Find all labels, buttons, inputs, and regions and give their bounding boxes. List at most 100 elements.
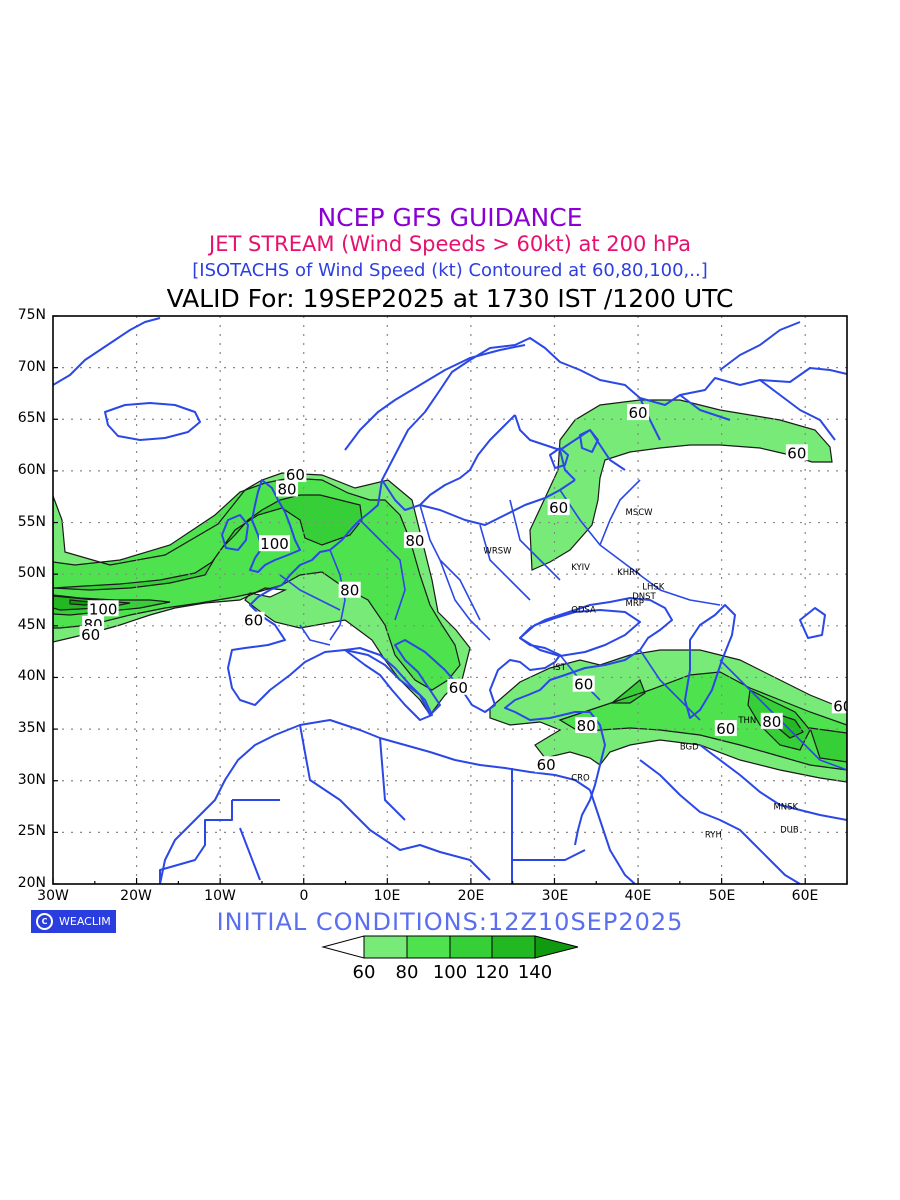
lat-label: 25N: [17, 823, 46, 839]
contour-label: 60: [629, 404, 648, 422]
initial-conditions: INITIAL CONDITIONS:12Z10SEP2025: [216, 908, 684, 936]
lake-aral: [799, 607, 826, 639]
city-label: KHRK: [617, 568, 641, 578]
title-line3: [ISOTACHS of Wind Speed (kt) Contoured a…: [192, 260, 708, 281]
title-line2: JET STREAM (Wind Speeds > 60kt) at 200 h…: [209, 232, 691, 256]
lon-label: 30W: [37, 888, 69, 904]
contour-label-bg: [760, 712, 783, 729]
colorbar-tick: 80: [395, 962, 419, 983]
lon-label: 50E: [708, 888, 736, 904]
contour-label: 80: [762, 713, 781, 731]
lon-label: 20W: [120, 888, 152, 904]
lat-label: 75N: [17, 307, 46, 323]
lat-label: 40N: [17, 668, 46, 684]
contour-label-bg: [338, 581, 361, 598]
coast-russia: [559, 379, 836, 481]
contour-label: 60: [549, 499, 568, 517]
contour-line: [53, 477, 461, 691]
contour-label-bg: [785, 444, 808, 461]
city-label: DNST: [632, 592, 656, 602]
contour-label-bg: [276, 480, 299, 497]
lat-label: 30N: [17, 772, 46, 788]
contour-label-bg: [258, 535, 290, 552]
colorbar-segment-120: [491, 935, 536, 959]
axis-ticks: [52, 315, 848, 885]
contour-label-bg: [403, 532, 426, 549]
lon-label: 60E: [791, 888, 819, 904]
city-label: THN: [737, 716, 756, 726]
contour-label-bg: [831, 697, 847, 714]
coast-africa: [159, 719, 591, 884]
map-frame: [52, 315, 848, 885]
city-label: WRSW: [483, 546, 512, 556]
contour-label-bg: [714, 720, 737, 737]
contour-line: [489, 649, 847, 783]
lon-label: 10W: [204, 888, 236, 904]
weaclim-logo-text: WEACLIM: [59, 915, 111, 928]
lon-label: 0: [299, 888, 309, 904]
border-africa: [159, 724, 586, 884]
lat-label: 65N: [17, 410, 46, 426]
city-label: MSCW: [626, 508, 654, 518]
city-label: IST: [553, 663, 567, 673]
lat-label: 35N: [17, 720, 46, 736]
coast-novaya-zemlya: [719, 321, 801, 371]
city-label: MRP: [626, 599, 644, 609]
colorbar-segment-60: [363, 935, 408, 959]
contour-label: 60: [716, 720, 735, 738]
isotach-100-west: [53, 495, 362, 615]
lon-label: 10E: [373, 888, 401, 904]
contour-line: [53, 494, 363, 616]
city-label: BGD: [680, 743, 699, 753]
coast-iceland: [104, 402, 201, 441]
colorbar: [321, 935, 579, 959]
city-label: DUB: [780, 825, 799, 835]
contour-line: [529, 399, 833, 571]
contour-label-bg: [284, 466, 307, 483]
title-line4: VALID For: 19SEP2025 at 1730 IST /1200 U…: [166, 284, 734, 313]
lat-label: 50N: [17, 565, 46, 581]
isotach-80-west: [53, 478, 460, 690]
lat-label: 20N: [17, 875, 46, 891]
weaclim-logo: C WEACLIM: [31, 910, 116, 933]
contour-label: 80: [340, 582, 359, 600]
coast-ireland: [221, 514, 249, 551]
coast-europe: [227, 337, 847, 846]
contour-label: 60: [286, 466, 305, 484]
contour-line: [610, 679, 847, 763]
contour-label: 80: [277, 480, 296, 498]
isotach-100-mideast: [612, 680, 847, 762]
contour-label-bg: [547, 499, 570, 516]
coast-caspian: [684, 604, 736, 719]
contour-label-bg: [79, 626, 102, 643]
city-label: KYIV: [571, 563, 590, 573]
colorbar-segment-100: [449, 935, 493, 959]
lon-label: 30E: [541, 888, 569, 904]
coast-baltic: [419, 479, 576, 526]
contour-label-bg: [572, 675, 595, 692]
lat-label: 45N: [17, 617, 46, 633]
coast-blacksea: [519, 609, 641, 657]
coast-britain: [249, 479, 301, 573]
coast-scandinavia: [344, 344, 591, 511]
contour-label-bg: [87, 600, 119, 617]
lat-label: 70N: [17, 359, 46, 375]
contour-label: 100: [89, 600, 118, 618]
city-label: LHSK: [642, 583, 665, 593]
lake-ladoga: [549, 447, 569, 469]
contour-label-bg: [627, 404, 650, 421]
contour-label: 60: [449, 679, 468, 697]
coast-italy: [344, 647, 433, 721]
contour-label: 60: [574, 676, 593, 694]
colorbar-tick: 140: [517, 962, 553, 983]
contour-label-bg: [535, 756, 558, 773]
lat-label: 60N: [17, 462, 46, 478]
coast-greenland: [53, 317, 161, 386]
contour-label-bg: [575, 716, 598, 733]
contour-line: [558, 671, 847, 771]
contour-label: 60: [787, 444, 806, 462]
lon-label: 40E: [624, 888, 652, 904]
